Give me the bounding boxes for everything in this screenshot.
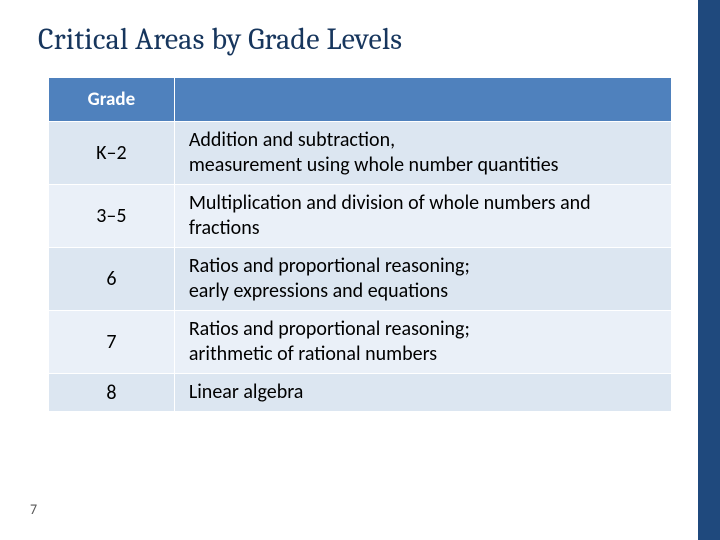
grade-cell: 8 [49, 374, 175, 412]
grades-table: Grade K–2 Addition and subtraction,measu… [48, 77, 672, 412]
table-row: 3–5 Multiplication and division of whole… [49, 185, 672, 248]
grade-cell: 6 [49, 248, 175, 311]
header-desc [174, 78, 671, 122]
desc-cell: Linear algebra [174, 374, 671, 412]
grade-cell: 7 [49, 311, 175, 374]
grade-cell: 3–5 [49, 185, 175, 248]
accent-bar [698, 0, 720, 540]
table-row: 6 Ratios and proportional reasoning;earl… [49, 248, 672, 311]
page-number: 7 [30, 501, 37, 518]
slide-content: Critical Areas by Grade Levels Grade K–2… [0, 0, 698, 412]
desc-cell: Addition and subtraction,measurement usi… [174, 122, 671, 185]
desc-cell: Multiplication and division of whole num… [174, 185, 671, 248]
header-grade: Grade [49, 78, 175, 122]
table-row: K–2 Addition and subtraction,measurement… [49, 122, 672, 185]
table-row: 8 Linear algebra [49, 374, 672, 412]
desc-cell: Ratios and proportional reasoning;arithm… [174, 311, 671, 374]
table-row: 7 Ratios and proportional reasoning;arit… [49, 311, 672, 374]
table-header-row: Grade [49, 78, 672, 122]
desc-cell: Ratios and proportional reasoning;early … [174, 248, 671, 311]
page-title: Critical Areas by Grade Levels [38, 22, 648, 57]
grade-cell: K–2 [49, 122, 175, 185]
